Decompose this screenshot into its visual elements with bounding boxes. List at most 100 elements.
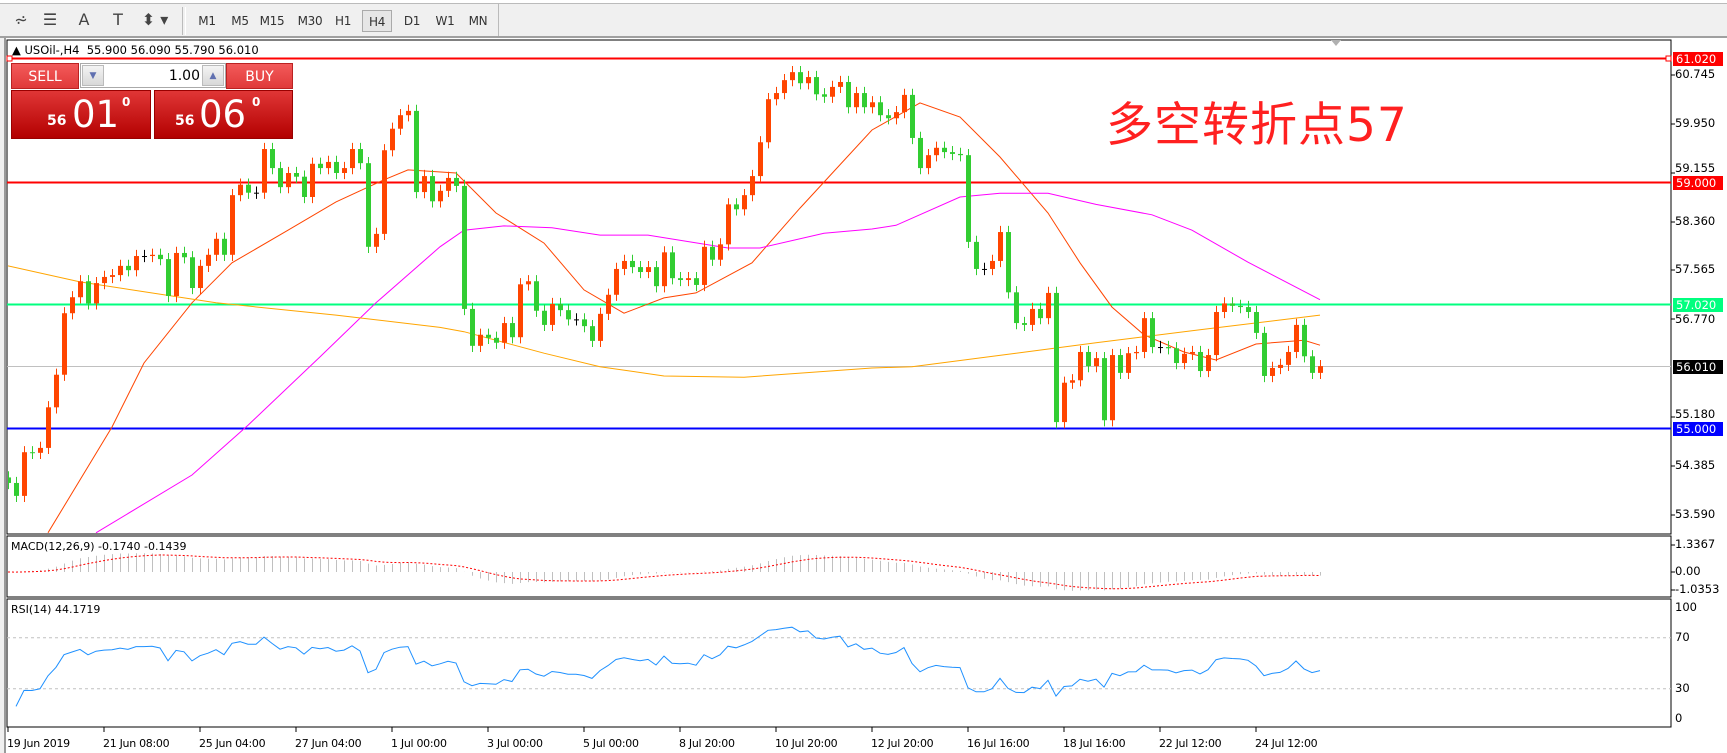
- candle-body: [382, 150, 387, 234]
- candle-body: [646, 267, 651, 273]
- text-icon[interactable]: A: [78, 10, 90, 29]
- candle-body: [598, 313, 603, 341]
- line-anchor-handle[interactable]: [1665, 55, 1672, 62]
- timeframe-m5-button[interactable]: M5: [231, 14, 249, 28]
- candle-body: [734, 204, 739, 210]
- candle-body: [926, 155, 931, 169]
- candle-body: [478, 334, 483, 346]
- time-axis-label: 3 Jul 00:00: [487, 737, 543, 750]
- chart-objects-icon[interactable]: ⩫: [14, 10, 28, 29]
- arrows-icon[interactable]: ⬍ ▾: [141, 10, 169, 29]
- timeframe-h4-button[interactable]: H4: [362, 10, 392, 32]
- chart-annotation-text[interactable]: 多空转折点57: [1106, 98, 1408, 153]
- collapse-triangle-icon[interactable]: ▲: [12, 43, 25, 57]
- candle-body: [702, 246, 707, 285]
- candle-body: [862, 93, 867, 108]
- candle-body: [654, 267, 659, 287]
- candle-body: [1206, 355, 1211, 372]
- rsi-line: [15, 626, 1321, 707]
- candle-body: [1230, 303, 1235, 306]
- timeframe-m1-button[interactable]: M1: [198, 14, 216, 28]
- candle-body: [1278, 364, 1283, 368]
- candle-body: [190, 257, 195, 289]
- candle-body: [1142, 318, 1147, 352]
- candle-body: [886, 115, 891, 119]
- candle-body: [622, 260, 627, 269]
- candle-body: [606, 294, 611, 314]
- timeframe-m30-button[interactable]: M30: [297, 14, 323, 28]
- candle-body: [1014, 292, 1019, 324]
- fibonacci-icon[interactable]: ☰: [42, 10, 58, 29]
- candle-body: [1102, 358, 1107, 421]
- candle-body: [1182, 353, 1187, 364]
- candle-body: [214, 238, 219, 255]
- candle-body: [182, 252, 187, 258]
- candle-body: [558, 304, 563, 311]
- candle-body: [1054, 292, 1059, 423]
- timeframe-m15-button[interactable]: M15: [259, 14, 285, 28]
- line-anchor-handle[interactable]: [6, 55, 13, 62]
- candle-body: [254, 192, 259, 194]
- candle-body: [630, 260, 635, 268]
- volume-decrease-icon[interactable]: ▼: [82, 65, 104, 86]
- candle-body: [1046, 292, 1051, 319]
- price-level-tag: 55.000: [1673, 422, 1723, 436]
- time-axis-label: 16 Jul 16:00: [967, 737, 1030, 750]
- candle-body: [798, 72, 803, 84]
- timeframe-w1-button[interactable]: W1: [435, 14, 455, 28]
- candle-body: [1318, 366, 1323, 373]
- candle-body: [342, 168, 347, 174]
- candle-body: [246, 184, 251, 193]
- candle-body: [8, 477, 11, 483]
- candle-body: [678, 278, 683, 281]
- candle-body: [526, 281, 531, 285]
- candle-body: [686, 278, 691, 281]
- candle-body: [62, 313, 67, 375]
- timeframe-d1-button[interactable]: D1: [403, 14, 421, 28]
- price-axis-label: 60.745: [1675, 67, 1716, 81]
- candle-body: [830, 86, 835, 97]
- candle-body: [1286, 351, 1291, 365]
- candle-body: [814, 77, 819, 95]
- time-axis-label: 21 Jun 08:00: [103, 737, 170, 750]
- candle-body: [534, 281, 539, 311]
- volume-input[interactable]: [105, 65, 200, 86]
- candle-body: [942, 147, 947, 153]
- candle-body: [278, 168, 283, 188]
- macd-axis-label: -1.0353: [1675, 582, 1720, 596]
- candle-body: [1038, 308, 1043, 319]
- candle-body: [894, 112, 899, 119]
- candle-body: [918, 137, 923, 169]
- candle-body: [326, 161, 331, 169]
- candle-body: [1126, 353, 1131, 373]
- timeframe-mn-button[interactable]: MN: [468, 14, 488, 28]
- candle-body: [662, 252, 667, 287]
- price-level-tag: 57.020: [1673, 298, 1723, 312]
- text-label-icon[interactable]: T: [113, 10, 123, 29]
- chart-window[interactable]: [4, 38, 1727, 753]
- candle-body: [638, 267, 643, 273]
- candle-body: [222, 238, 227, 255]
- volume-stepper[interactable]: ▼ ▲: [80, 63, 226, 88]
- candle-body: [1022, 323, 1027, 325]
- candle-body: [318, 163, 323, 169]
- sell-button[interactable]: SELL: [11, 63, 79, 89]
- buy-button[interactable]: BUY: [226, 63, 293, 89]
- candle-body: [350, 149, 355, 169]
- sell-price-button[interactable]: 56 01 0: [11, 90, 151, 139]
- time-axis-label: 10 Jul 20:00: [775, 737, 838, 750]
- volume-increase-icon[interactable]: ▲: [202, 65, 224, 86]
- candle-body: [910, 94, 915, 138]
- sell-price-main: 01: [72, 93, 120, 136]
- price-axis-label: 59.155: [1675, 161, 1716, 175]
- candle-body: [550, 304, 555, 325]
- candle-body: [454, 177, 459, 186]
- candle-body: [334, 161, 339, 174]
- buy-price-button[interactable]: 56 06 0: [154, 90, 293, 139]
- candle-body: [102, 276, 107, 284]
- candle-body: [1078, 351, 1083, 381]
- timeframe-h1-button[interactable]: H1: [334, 14, 352, 28]
- candle-body: [998, 232, 1003, 261]
- candle-body: [566, 310, 571, 320]
